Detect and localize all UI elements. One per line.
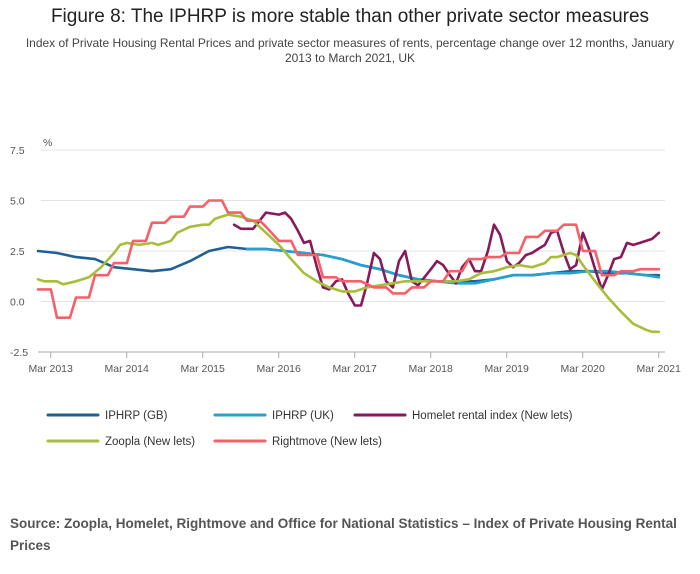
x-tick-label: Mar 2018 xyxy=(409,363,454,375)
y-tick-label: 0.0 xyxy=(10,297,25,309)
x-axis: Mar 2013 Mar 2014 Mar 2015 Mar 2016 Mar 2017… xyxy=(29,351,682,375)
x-tick-label: Mar 2013 xyxy=(29,363,74,375)
series-line-rightmove-new-lets xyxy=(36,199,661,319)
x-tick-label: Mar 2021 xyxy=(637,363,682,375)
y-axis-label: % xyxy=(43,137,52,149)
x-tick-label: Mar 2015 xyxy=(181,363,226,375)
legend-label: Rightmove (New lets) xyxy=(272,436,382,448)
chart-subtitle: Index of Private Housing Rental Prices a… xyxy=(25,36,675,65)
x-tick-label: Mar 2014 xyxy=(105,363,150,375)
legend-label: IPHRP (UK) xyxy=(272,410,334,422)
line-chart: -2.50.02.55.07.5% Mar 2013 Mar 2014 Mar 20… xyxy=(10,137,682,448)
y-tick-label: 2.5 xyxy=(10,246,25,258)
legend-label: Homelet rental index (New lets) xyxy=(412,410,573,422)
legend-label: IPHRP (GB) xyxy=(105,410,168,422)
gridlines xyxy=(41,149,665,353)
x-tick-label: Mar 2016 xyxy=(257,363,302,375)
source-note: Source: Zoopla, Homelet, Rightmove and O… xyxy=(10,516,677,553)
x-tick-label: Mar 2017 xyxy=(333,363,378,375)
series-lines xyxy=(36,199,661,334)
legend: IPHRP (GB) IPHRP (UK) Homelet rental index… xyxy=(46,410,573,448)
series-line-homelet-rental-index-new-lets xyxy=(232,211,661,307)
y-tick-label: 7.5 xyxy=(10,145,25,157)
x-tick-label: Mar 2020 xyxy=(561,363,606,375)
y-tick-label: -2.5 xyxy=(10,347,28,359)
x-tick-label: Mar 2019 xyxy=(485,363,530,375)
y-axis: -2.5 0.0 2.5 5.0 7.5% xyxy=(10,137,52,359)
chart-title: Figure 8: The IPHRP is more stable than … xyxy=(50,6,650,27)
y-tick-label: 5.0 xyxy=(10,196,25,208)
legend-label: Zoopla (New lets) xyxy=(105,436,195,448)
